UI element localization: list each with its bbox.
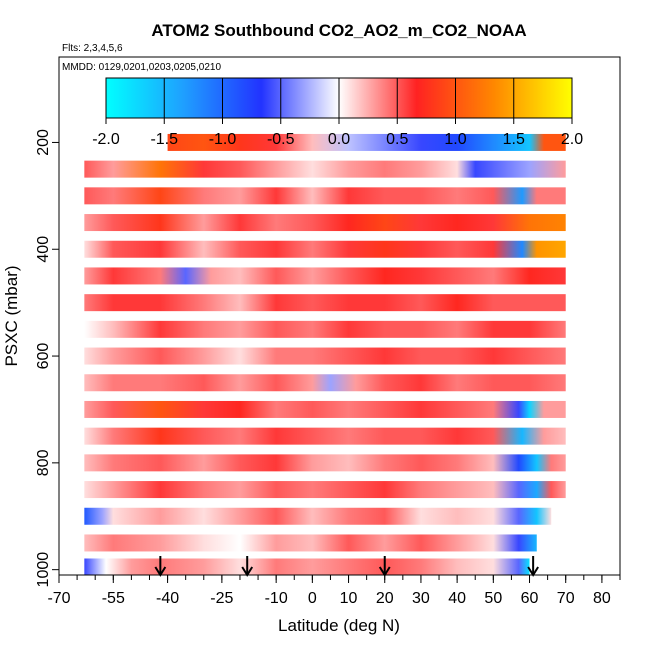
x-tick-label: 50 xyxy=(484,590,502,607)
x-tick-label: 40 xyxy=(448,590,466,607)
y-tick-label: 800 xyxy=(35,449,52,476)
x-tick-label: -10 xyxy=(265,590,288,607)
curtain-row xyxy=(84,558,530,576)
plot-frame xyxy=(58,56,621,576)
curtain-row xyxy=(84,187,566,205)
x-tick-label: -55 xyxy=(102,590,125,607)
curtain-row xyxy=(84,294,566,312)
colorbar-tick-label: 2.0 xyxy=(561,131,583,148)
y-axis-label: PSXC (mbar) xyxy=(2,265,21,366)
curtain-row xyxy=(84,320,566,338)
colorbar-tick-label: -2.0 xyxy=(92,131,120,148)
y-axis: 200 400 600 800 1000 xyxy=(35,129,59,587)
x-axis-label: Latitude (deg N) xyxy=(278,616,400,635)
colorbar-tick-label: 0.5 xyxy=(386,131,408,148)
curtain-row xyxy=(84,160,566,178)
curtain-row xyxy=(84,240,566,258)
curtain-row xyxy=(84,427,566,445)
curtain-row xyxy=(84,267,566,285)
colorbar-ticks: -2.0 -1.5 -1.0 -0.5 0.0 0.5 1.0 1.5 2.0 xyxy=(92,118,583,148)
colorbar-tick-label: 0.0 xyxy=(328,131,350,148)
colorbar-tick-label: -1.0 xyxy=(209,131,237,148)
x-tick-label: -70 xyxy=(47,590,70,607)
x-tick-label: 20 xyxy=(376,590,394,607)
x-tick-label: 60 xyxy=(521,590,539,607)
x-tick-label: 70 xyxy=(557,590,575,607)
x-tick-label: 30 xyxy=(412,590,430,607)
curtain-row xyxy=(84,347,566,365)
curtain-row xyxy=(84,374,566,392)
flights-subtitle: Flts: 2,3,4,5,6 xyxy=(62,43,123,54)
curtain-row xyxy=(84,507,552,525)
colorbar-tick-label: 1.0 xyxy=(444,131,466,148)
y-tick-label: 200 xyxy=(35,129,52,156)
curtain-row xyxy=(84,534,537,552)
profile-arrow xyxy=(527,556,539,577)
curtain-row xyxy=(84,214,566,232)
x-tick-label: -25 xyxy=(210,590,233,607)
colorbar-tick-label: -1.5 xyxy=(150,131,178,148)
curtain-heatmap xyxy=(84,133,566,576)
y-tick-label: 400 xyxy=(35,236,52,263)
curtain-row xyxy=(84,454,566,472)
colorbar-tick-label: 1.5 xyxy=(503,131,525,148)
colorbar: -2.0 -1.5 -1.0 -0.5 0.0 0.5 1.0 1.5 2.0 xyxy=(92,77,583,148)
x-tick-label: -40 xyxy=(156,590,179,607)
curtain-row xyxy=(84,481,566,499)
dates-subtitle: MMDD: 0129,0201,0203,0205,0210 xyxy=(62,62,221,73)
x-tick-label: 10 xyxy=(340,590,358,607)
y-tick-label: 600 xyxy=(35,343,52,370)
x-tick-label: 0 xyxy=(308,590,317,607)
chart-title: ATOM2 Southbound CO2_AO2_m_CO2_NOAA xyxy=(151,21,526,40)
curtain-row xyxy=(84,400,566,418)
x-axis: -70 -55 -40 -25 -10 0 10 20 30 40 50 60 70 80 xyxy=(47,575,621,607)
x-tick-label: 80 xyxy=(593,590,611,607)
curtain-row xyxy=(167,133,566,151)
colorbar-tick-label: -0.5 xyxy=(267,131,295,148)
y-tick-label: 1000 xyxy=(35,552,52,588)
